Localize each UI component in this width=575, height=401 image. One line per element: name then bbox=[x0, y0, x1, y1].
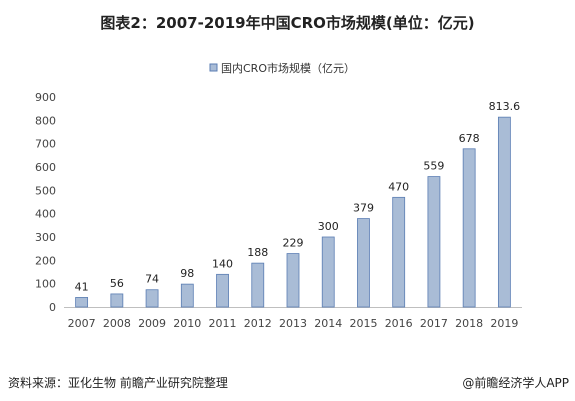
bar-2009 bbox=[145, 289, 159, 308]
y-axis: 0 100 200 300 400 500 600 700 800 900 bbox=[35, 91, 56, 314]
y-tick-label: 600 bbox=[35, 161, 56, 174]
chart-title: 图表2：2007-2019年中国CRO市场规模(单位：亿元) bbox=[100, 14, 475, 32]
x-tick-label: 2009 bbox=[138, 317, 166, 330]
brand-note: @前瞻经济学人APP bbox=[462, 376, 569, 390]
bar-2016 bbox=[392, 196, 406, 308]
data-label-2014: 300 bbox=[318, 220, 339, 233]
data-label-2019: 813.6 bbox=[489, 100, 521, 113]
y-tick-label: 700 bbox=[35, 138, 56, 151]
x-tick-label: 2018 bbox=[455, 317, 483, 330]
y-tick-label: 900 bbox=[35, 91, 56, 104]
legend-swatch bbox=[209, 63, 218, 72]
y-tick-label: 500 bbox=[35, 184, 56, 197]
y-tick-label: 400 bbox=[35, 208, 56, 221]
x-tick-label: 2017 bbox=[420, 317, 448, 330]
bar-2010 bbox=[180, 283, 194, 308]
y-tick-label: 100 bbox=[35, 278, 56, 291]
data-label-2009: 74 bbox=[145, 273, 159, 286]
data-label-2007: 41 bbox=[75, 280, 89, 293]
x-axis: 2007 2008 2009 2010 2011 2012 2013 2014 2015 2016… bbox=[64, 307, 522, 330]
bar-2008 bbox=[110, 293, 124, 308]
x-tick-label: 2011 bbox=[209, 317, 237, 330]
bar-2015 bbox=[357, 218, 370, 308]
data-label-2015: 379 bbox=[353, 202, 374, 215]
bar-2018 bbox=[462, 148, 476, 308]
y-tick-label: 0 bbox=[49, 301, 56, 314]
source-note: 资料来源：亚化生物 前瞻产业研究院整理 bbox=[8, 376, 228, 390]
data-label-2013: 229 bbox=[283, 237, 304, 250]
x-tick-label: 2019 bbox=[490, 317, 518, 330]
data-label-2017: 559 bbox=[423, 160, 444, 173]
x-tick-label: 2015 bbox=[349, 317, 377, 330]
y-tick-label: 300 bbox=[35, 231, 56, 244]
x-tick-label: 2008 bbox=[103, 317, 131, 330]
data-label-2010: 98 bbox=[180, 267, 194, 280]
bar-2012 bbox=[251, 262, 265, 308]
y-tick-label: 800 bbox=[35, 114, 56, 127]
bar-2007 bbox=[75, 297, 89, 308]
x-tick-label: 2012 bbox=[244, 317, 272, 330]
bar-2013 bbox=[286, 253, 300, 308]
bar-2014 bbox=[321, 236, 335, 308]
data-label-2018: 678 bbox=[459, 132, 480, 145]
x-tick-label: 2013 bbox=[279, 317, 307, 330]
data-label-2008: 56 bbox=[110, 277, 124, 290]
legend: 国内CRO市场规模（亿元） bbox=[209, 61, 355, 75]
legend-label: 国内CRO市场规模（亿元） bbox=[221, 61, 355, 75]
x-tick-label: 2010 bbox=[173, 317, 201, 330]
x-tick-label: 2016 bbox=[385, 317, 413, 330]
bars-group bbox=[75, 116, 511, 308]
data-label-2011: 140 bbox=[212, 257, 233, 270]
data-label-2012: 188 bbox=[247, 246, 268, 259]
y-tick-label: 200 bbox=[35, 254, 56, 267]
bar-2017 bbox=[427, 176, 441, 308]
x-tick-label: 2014 bbox=[314, 317, 342, 330]
x-tick-label: 2007 bbox=[68, 317, 96, 330]
data-label-2016: 470 bbox=[388, 180, 409, 193]
data-labels-group: 41 56 74 98 140 188 229 300 379 470 559 678 813.6 bbox=[75, 100, 521, 293]
bar-2019 bbox=[497, 116, 511, 308]
bar-2011 bbox=[216, 273, 229, 308]
